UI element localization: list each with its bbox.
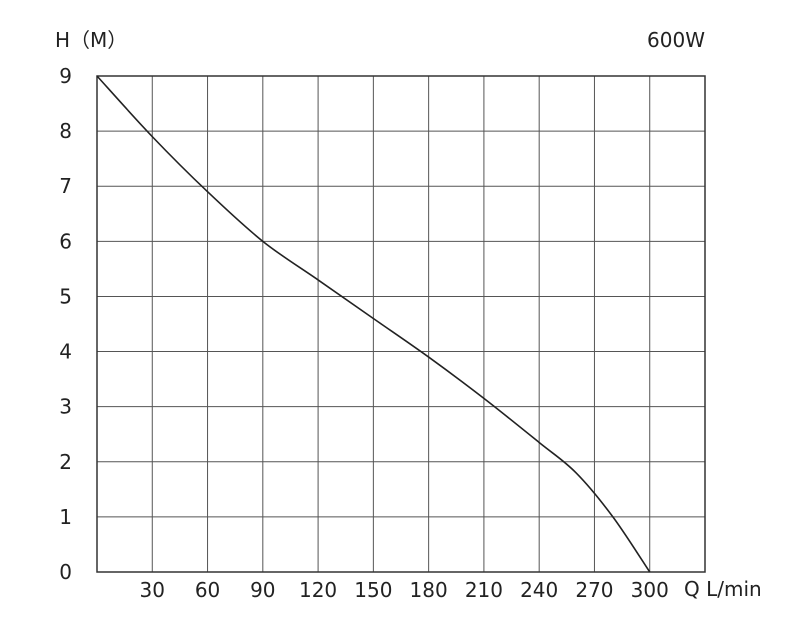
y-tick-label: 6	[59, 229, 72, 253]
x-tick-label: 210	[465, 578, 503, 602]
x-tick-label: 120	[299, 578, 337, 602]
y-tick-label: 7	[59, 174, 72, 198]
plot-frame	[96, 75, 706, 573]
x-tick-label: 60	[195, 578, 220, 602]
x-tick-label: 180	[410, 578, 448, 602]
y-tick-label: 4	[59, 340, 72, 364]
y-tick-label: 8	[59, 119, 72, 143]
x-axis-label: Q L/min	[684, 577, 762, 601]
x-tick-label: 30	[140, 578, 165, 602]
tick-labels: 30 60 90 120 150 180 210 240 270 300 0 1 2 3 4 5 6 7 8 9	[59, 64, 669, 602]
chart-title: 600W	[647, 28, 705, 52]
y-tick-label: 2	[59, 450, 72, 474]
x-tick-label: 90	[250, 578, 275, 602]
y-tick-label: 5	[59, 284, 72, 308]
grid-lines	[97, 76, 705, 572]
y-tick-label: 9	[59, 64, 72, 88]
y-tick-label: 0	[59, 560, 72, 584]
x-tick-label: 300	[631, 578, 669, 602]
series-line	[96, 75, 651, 573]
y-axis-label: H（M）	[55, 28, 127, 52]
x-tick-label: 150	[354, 578, 392, 602]
x-tick-label: 240	[520, 578, 558, 602]
x-tick-label: 270	[575, 578, 613, 602]
y-tick-label: 1	[59, 505, 72, 529]
y-tick-label: 3	[59, 395, 72, 419]
